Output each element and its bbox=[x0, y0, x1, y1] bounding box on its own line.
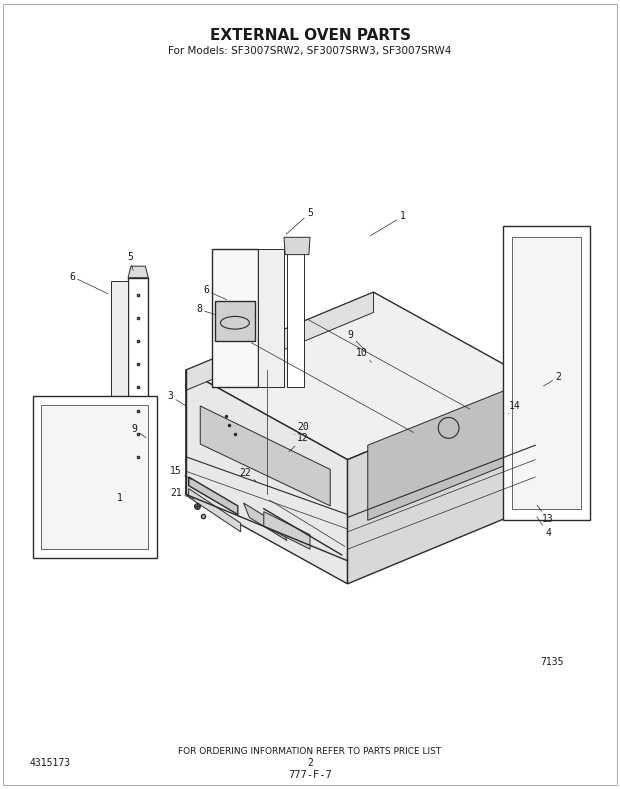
Text: 10: 10 bbox=[356, 348, 371, 362]
Polygon shape bbox=[186, 292, 373, 391]
Text: For Models: SF3007SRW2, SF3007SRW3, SF3007SRW4: For Models: SF3007SRW2, SF3007SRW3, SF30… bbox=[168, 47, 452, 56]
Text: 3: 3 bbox=[167, 391, 187, 406]
Text: 9: 9 bbox=[347, 331, 366, 351]
Polygon shape bbox=[503, 226, 590, 520]
Text: EXTERNAL OVEN PARTS: EXTERNAL OVEN PARTS bbox=[210, 28, 410, 43]
Polygon shape bbox=[188, 488, 241, 532]
Text: 777-F-7: 777-F-7 bbox=[288, 770, 332, 780]
Text: 2: 2 bbox=[543, 372, 561, 386]
Polygon shape bbox=[188, 477, 238, 514]
Polygon shape bbox=[215, 301, 255, 342]
Text: 5: 5 bbox=[286, 208, 313, 234]
Text: 4315173: 4315173 bbox=[29, 758, 70, 768]
Text: 8: 8 bbox=[196, 305, 215, 315]
Text: 2: 2 bbox=[307, 758, 313, 768]
Polygon shape bbox=[128, 266, 148, 278]
Polygon shape bbox=[186, 292, 535, 460]
Polygon shape bbox=[111, 281, 128, 480]
Polygon shape bbox=[128, 278, 148, 480]
Text: 9: 9 bbox=[131, 424, 146, 438]
Polygon shape bbox=[200, 406, 330, 506]
Text: 4: 4 bbox=[537, 517, 551, 538]
Text: 20: 20 bbox=[294, 422, 309, 435]
Polygon shape bbox=[284, 237, 310, 255]
Text: 14: 14 bbox=[508, 401, 521, 414]
Text: 21: 21 bbox=[170, 488, 195, 499]
Polygon shape bbox=[264, 511, 310, 549]
Text: FOR ORDERING INFORMATION REFER TO PARTS PRICE LIST: FOR ORDERING INFORMATION REFER TO PARTS … bbox=[179, 746, 441, 756]
Polygon shape bbox=[212, 249, 258, 387]
Text: 7135: 7135 bbox=[541, 656, 564, 667]
Text: 1: 1 bbox=[117, 492, 125, 503]
Text: 1: 1 bbox=[370, 211, 405, 236]
Polygon shape bbox=[186, 370, 348, 584]
Polygon shape bbox=[368, 387, 512, 520]
Text: 6: 6 bbox=[203, 286, 226, 300]
Text: 15: 15 bbox=[170, 466, 192, 480]
Text: 13: 13 bbox=[537, 505, 554, 524]
Polygon shape bbox=[348, 382, 535, 584]
Polygon shape bbox=[33, 396, 157, 558]
Polygon shape bbox=[258, 249, 284, 387]
Text: 22: 22 bbox=[239, 468, 256, 481]
Polygon shape bbox=[42, 405, 148, 549]
Polygon shape bbox=[287, 249, 304, 387]
Polygon shape bbox=[244, 503, 287, 540]
Polygon shape bbox=[512, 237, 582, 509]
Text: 6: 6 bbox=[69, 271, 108, 294]
Text: 12: 12 bbox=[289, 433, 309, 452]
Text: 5: 5 bbox=[127, 252, 133, 271]
